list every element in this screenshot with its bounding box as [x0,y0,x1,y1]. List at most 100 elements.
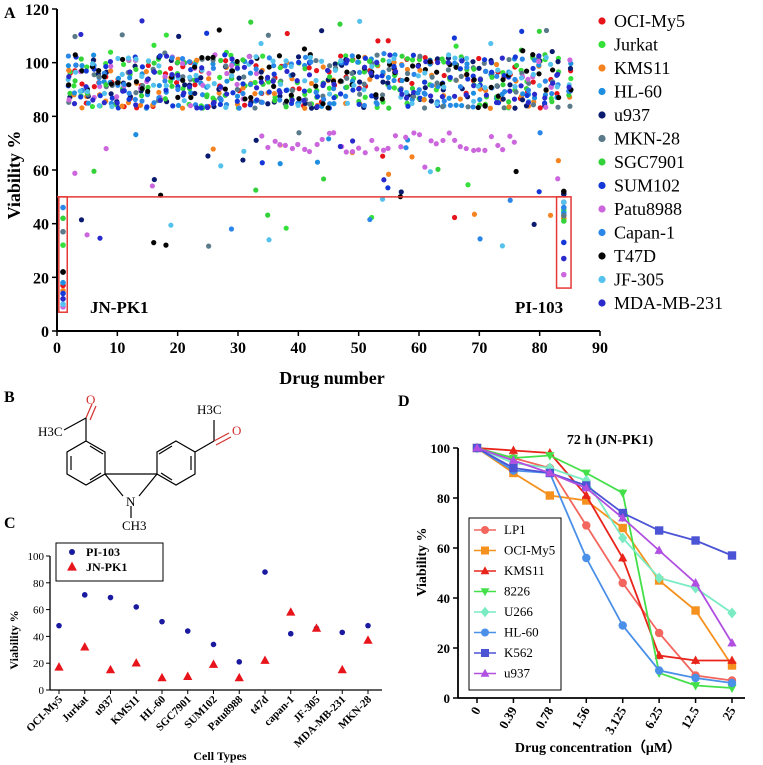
data-point [487,105,493,111]
data-point [530,52,536,58]
data-point [192,64,198,70]
data-point [224,78,230,84]
data-point [380,57,386,63]
data-point [339,629,346,636]
legend-swatch [598,299,606,307]
legend-label: 8226 [504,584,531,599]
legend-swatch [598,64,606,72]
data-point [356,101,362,107]
data-point [151,240,157,246]
data-point [162,73,168,80]
data-point [409,100,415,107]
data-point [355,145,362,151]
x-tick-label: 0.78 [532,704,557,732]
data-point [194,77,200,83]
data-point [509,463,518,473]
data-point [446,130,452,136]
data-point [176,33,182,39]
data-point [186,59,193,65]
data-point [241,64,248,70]
data-point [290,72,296,78]
data-point [151,42,157,48]
data-point [296,96,302,102]
data-point [115,105,121,111]
data-point [276,53,283,59]
data-point [494,73,500,79]
data-point [71,90,78,96]
data-point [96,103,102,109]
data-point [321,96,327,102]
data-point [447,74,453,81]
data-point [330,85,337,92]
data-point [618,512,628,522]
legend-label: MKN-28 [614,129,680,149]
data-point [464,71,470,78]
x-tick-label: 10 [109,340,125,357]
data-point [439,56,445,62]
data-point [422,164,428,170]
data-point [366,58,373,64]
data-point [200,82,206,88]
data-point [507,197,513,203]
data-point [422,70,428,76]
data-point [72,78,78,84]
data-point [727,637,737,647]
x-tick-label: 70 [471,340,487,357]
legend-swatch [480,566,490,575]
series-line [476,447,733,666]
data-point [519,28,525,35]
data-point [398,189,404,195]
legend-label: SUM102 [614,176,680,196]
data-point [151,69,157,75]
data-point [65,53,72,59]
highlight-box-pi-103 [555,196,572,289]
data-point [183,671,193,680]
data-point [236,105,242,111]
data-point [107,58,114,65]
data-point [337,143,343,150]
data-point [198,75,204,81]
data-point [470,104,476,110]
data-point [126,82,132,88]
data-point [381,177,387,183]
data-point [391,85,397,91]
data-point [253,187,259,193]
data-point [439,94,445,100]
data-point [101,73,107,80]
data-point [524,92,530,99]
data-point [66,82,72,88]
data-point [493,61,500,68]
data-point [508,455,519,464]
data-point [654,628,664,638]
data-point [79,105,85,111]
data-point [483,92,489,98]
data-point [361,69,367,75]
legend-label: OCI-My5 [614,11,685,31]
data-point [187,103,194,109]
legend-swatch [598,87,606,96]
data-point [691,536,700,545]
molecule-structure [63,403,232,518]
data-point [654,526,664,535]
data-point [132,96,138,103]
data-point [690,655,701,664]
y-tick-label: 60 [33,605,45,617]
data-point [404,66,410,73]
data-point [272,98,278,104]
data-point [289,97,295,103]
data-point [151,100,157,106]
data-point [690,682,701,691]
data-point [511,139,517,145]
data-point [374,146,380,152]
data-point [240,85,246,91]
data-point [320,101,326,107]
data-point [126,96,132,102]
data-point [241,148,247,154]
data-point [513,168,519,175]
data-point [512,83,518,90]
data-point [357,91,363,97]
series-line [476,447,733,644]
data-point [338,58,344,64]
legend-swatch [67,561,77,571]
data-point [369,93,375,99]
